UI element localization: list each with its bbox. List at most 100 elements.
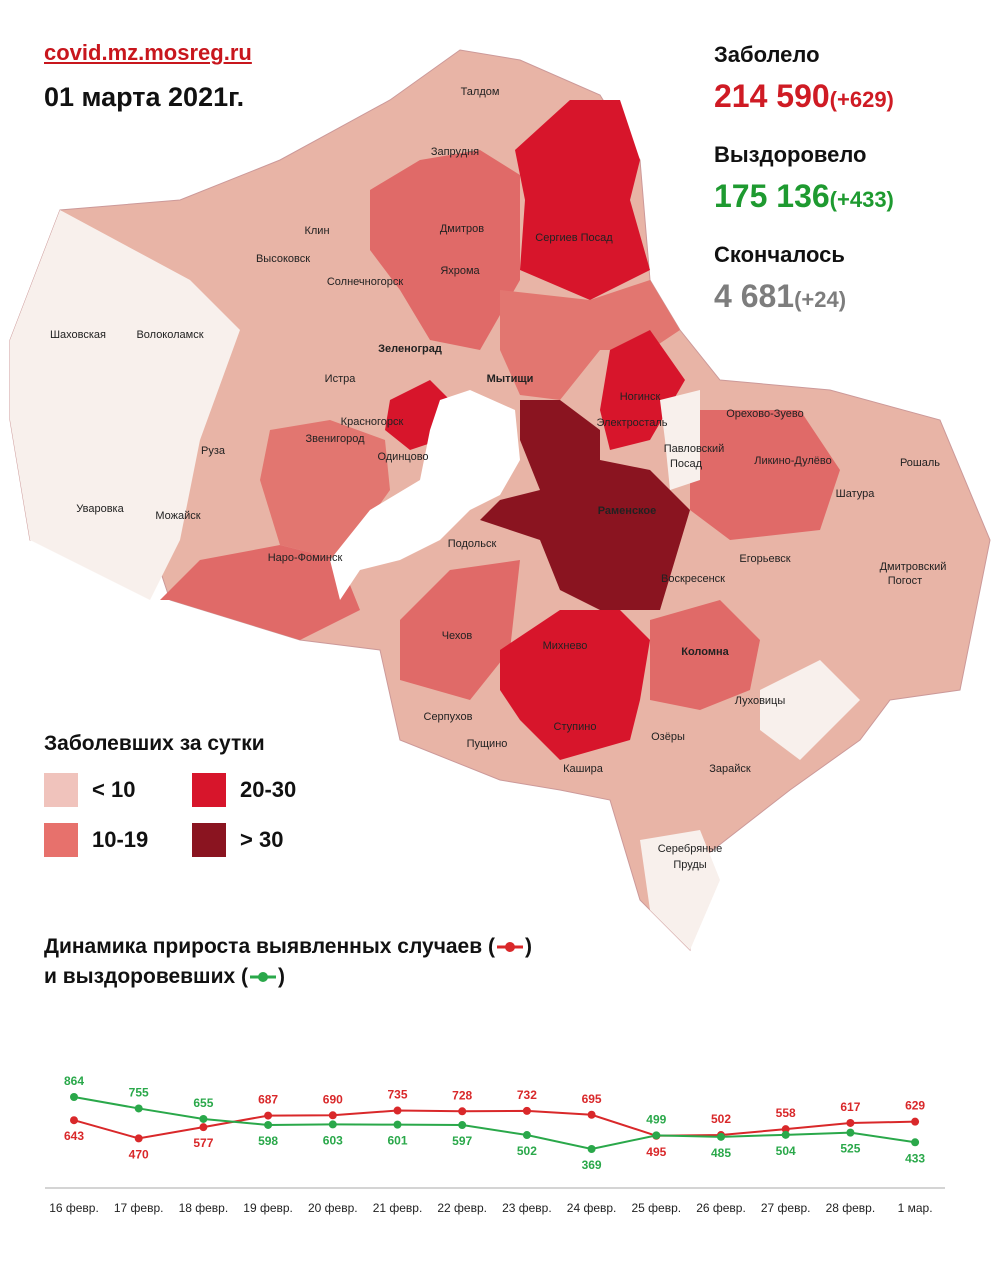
legend-icon [496, 942, 523, 953]
data-label: 603 [323, 1133, 343, 1147]
stat-label: Скончалось [714, 242, 845, 267]
place-label: Зарайск [709, 763, 751, 775]
date: 01 марта 2021г. [44, 82, 245, 112]
point [199, 1114, 208, 1123]
place-label: Истра [325, 373, 357, 385]
legend-label: 20-30 [240, 777, 297, 802]
place-label: Талдом [461, 86, 500, 98]
site-link[interactable]: covid.mz.mosreg.ru [44, 40, 252, 65]
region [400, 560, 520, 700]
legend-label: 10-19 [92, 827, 149, 852]
place-label: Чехов [442, 630, 473, 642]
point [328, 1120, 337, 1129]
place-label: Подольск [448, 538, 497, 550]
place-label: Руза [201, 445, 226, 457]
legend-swatch [192, 823, 226, 857]
region [500, 280, 680, 400]
stat-value: 175 136 [714, 178, 830, 214]
place-label: Можайск [155, 510, 200, 522]
place-label: Запрудня [431, 146, 479, 158]
place-label: Красногорск [341, 416, 404, 428]
place-label: Павловский [664, 443, 725, 455]
place-label: Клин [304, 225, 329, 237]
data-label: 629 [905, 1099, 925, 1113]
place-label: Волоколамск [136, 329, 203, 341]
data-label: 597 [452, 1134, 472, 1148]
data-label: 728 [452, 1088, 472, 1102]
place-label: Ликино-Дулёво [754, 455, 832, 467]
title-text: и выздоровевших ( [44, 965, 248, 988]
place-label: Звенигород [305, 433, 365, 445]
point [911, 1138, 920, 1147]
stat-label: Выздоровело [714, 142, 867, 167]
data-label: 577 [193, 1136, 213, 1150]
x-tick-label: 26 февр. [696, 1201, 746, 1215]
stat-change: (+24) [794, 287, 847, 312]
region [690, 410, 840, 540]
point [134, 1134, 143, 1143]
place-label: Луховицы [735, 695, 786, 707]
stat-change: (+433) [829, 187, 894, 212]
place-label: Шатура [836, 488, 876, 500]
place-label: Озёры [651, 731, 685, 743]
place-label: Одинцово [377, 451, 428, 463]
stat-row: 4 681(+24) [714, 278, 846, 315]
x-tick-label: 17 февр. [114, 1201, 164, 1215]
point [717, 1132, 725, 1141]
title-text: ) [524, 935, 532, 958]
point [458, 1107, 467, 1116]
place-label: Ступино [554, 721, 597, 733]
place-label: Михнево [543, 640, 588, 652]
place-label: Ногинск [620, 391, 661, 403]
data-label: 601 [387, 1134, 407, 1148]
place-label: Сергиев Посад [535, 232, 613, 244]
data-label: 525 [840, 1142, 860, 1156]
x-tick-label: 22 февр. [437, 1201, 487, 1215]
place-label: Пруды [673, 859, 706, 871]
point [522, 1106, 531, 1115]
data-label: 695 [582, 1092, 602, 1106]
place-label: Рошаль [900, 457, 940, 469]
place-label: Дмитровский [880, 561, 947, 573]
place-label: Зеленоград [378, 343, 442, 355]
x-tick-label: 20 февр. [308, 1201, 358, 1215]
chart-title: Динамика прироста выявленных случаев () … [44, 932, 532, 992]
stat-row: 214 590(+629) [714, 78, 894, 115]
data-label: 598 [258, 1134, 278, 1148]
stat-row: 175 136(+433) [714, 178, 894, 215]
place-label: Погост [888, 575, 922, 587]
legend-icon [249, 972, 276, 983]
legend-label: < 10 [92, 777, 136, 802]
legend-swatch [44, 823, 78, 857]
data-label: 735 [387, 1088, 407, 1102]
data-label: 864 [64, 1074, 84, 1088]
region [160, 545, 360, 640]
legend-title: Заболевших за сутки [44, 732, 265, 755]
point [199, 1123, 208, 1132]
legend-swatch [44, 773, 78, 807]
region [370, 150, 520, 350]
region [500, 610, 650, 760]
data-label: 502 [517, 1144, 537, 1158]
place-label: Посад [670, 458, 703, 470]
data-label: 655 [193, 1096, 213, 1110]
place-label: Мытищи [487, 373, 534, 385]
point [264, 1120, 273, 1129]
point [781, 1125, 790, 1134]
place-label: Уваровка [76, 503, 124, 515]
data-label: 687 [258, 1093, 278, 1107]
data-label: 504 [776, 1144, 796, 1158]
data-label: 732 [517, 1088, 537, 1102]
region [760, 660, 860, 760]
line-chart: 16 февр. 17 февр. 18 февр. 19 февр. 20 февр.… [45, 1074, 945, 1215]
place-label: Кашира [563, 763, 604, 775]
map: Талдом Запрудня Дмитров Яхрома Сергиев П… [9, 49, 991, 952]
x-tick-label: 16 февр. [49, 1201, 99, 1215]
point [393, 1120, 402, 1129]
x-tick-label: 24 февр. [567, 1201, 617, 1215]
point [70, 1116, 78, 1125]
place-label: Орехово-Зуево [726, 408, 804, 420]
stat-change: (+629) [829, 87, 894, 112]
region [10, 210, 240, 600]
